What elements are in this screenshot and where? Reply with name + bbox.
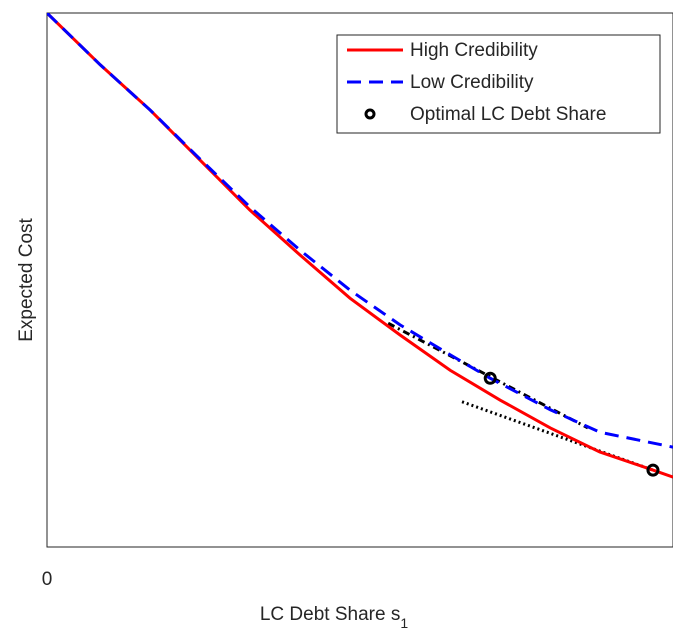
x-tick-label: 0 (42, 569, 53, 590)
series-line (47, 13, 673, 449)
legend-box (336, 34, 661, 134)
optimal-point (646, 463, 660, 477)
series-line (47, 13, 673, 479)
legend-label: Low Credibility (410, 72, 534, 93)
x-axis-label: LC Debt Share s1 (260, 604, 408, 631)
legend-label: High Credibility (410, 40, 538, 61)
tangent-line (461, 400, 654, 472)
legend-label: Optimal LC Debt Share (410, 104, 606, 125)
optimal-point (483, 371, 497, 385)
y-axis-label: Expected Cost (16, 218, 37, 342)
legend-marker (364, 108, 376, 120)
